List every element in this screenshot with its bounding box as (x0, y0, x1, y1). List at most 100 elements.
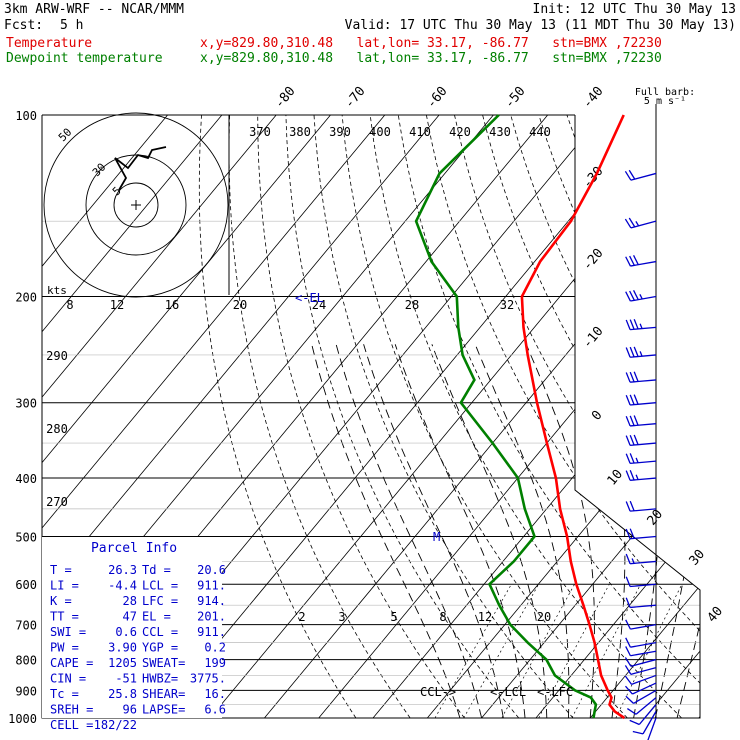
temperature-legend-info: x,y=829.80,310.48 lat,lon= 33.17, -86.77… (200, 36, 662, 51)
pressure-tick-label: 600 (15, 578, 37, 592)
wind-barb-flag (629, 319, 635, 330)
wind-barb-shaft (630, 442, 657, 446)
dry-adiabat (510, 115, 700, 718)
wind-barb (647, 717, 657, 740)
wind-barb-flag (633, 255, 639, 265)
parcel-row-label: T = (50, 563, 72, 577)
isotherm-tick-label: 0 (589, 408, 606, 424)
wind-barb-shaft (630, 650, 657, 657)
wind-barb-flag (625, 347, 631, 358)
wind-barb-shaft (630, 666, 657, 675)
wind-barb-shaft (630, 535, 657, 540)
wind-barb-shaft (630, 604, 657, 609)
isotherm (481, 115, 700, 718)
dry-adiabat (426, 115, 700, 718)
hodograph-ring (43, 112, 229, 298)
wind-barb-half-flag (635, 474, 639, 480)
isotherm-tick-label: -80 (272, 84, 299, 112)
parcel-row-label: LCL = (142, 579, 178, 593)
isotherm (589, 115, 700, 718)
hodograph-ring-label: 30 (90, 161, 109, 180)
pressure-tick-label: 400 (15, 472, 37, 486)
isotherm (318, 115, 700, 718)
moist-adiabat (311, 344, 461, 718)
wind-barb (625, 470, 657, 481)
wind-barb-flag (629, 500, 635, 512)
parcel-row-label: TT = (50, 610, 79, 624)
wind-barb-flag (633, 346, 639, 357)
isotherm (426, 115, 700, 718)
wind-barb (625, 637, 657, 648)
isotherm-tick-label: -60 (424, 84, 451, 112)
isotherm (42, 115, 223, 718)
wind-barb-flag (625, 619, 631, 630)
wind-barb-half-flag (639, 351, 643, 357)
wind-barb-flag (633, 290, 639, 300)
parcel-row-value: 199 (204, 656, 226, 670)
dry-adiabat (285, 115, 520, 718)
pressure-tick-label: 200 (15, 291, 37, 305)
wind-barb-flag (632, 730, 644, 735)
moist-adiabat (431, 344, 548, 718)
parcel-row-label: YGP = (142, 641, 178, 655)
isotherm-tick-label: 40 (705, 604, 727, 626)
wind-barb-shaft (632, 682, 657, 695)
moist-adiabat (584, 344, 626, 718)
wind-barb-flag (625, 415, 631, 427)
wind-barb (625, 415, 657, 427)
wind-barb-flag (629, 371, 635, 383)
wind-barb (625, 346, 657, 358)
wind-barb (625, 597, 657, 609)
el-marker: <-EL (295, 291, 324, 305)
forecast-value: 5 h (60, 18, 84, 33)
dry-adiabat (594, 115, 700, 718)
init-time: Init: 12 UTC Thu 30 May 13 (532, 2, 737, 17)
parcel-row-value: 911. (197, 579, 226, 593)
wind-barb (632, 711, 657, 735)
isotherm-tick-label: 30 (687, 547, 709, 569)
wind-barb (629, 704, 657, 726)
wind-barb-flag (629, 435, 635, 446)
wind-barb-flag (625, 501, 631, 512)
parcel-row-value: -4.4 (108, 579, 137, 593)
wind-barb (625, 528, 657, 540)
wind-barb-half-flag (635, 221, 640, 227)
wind-barb-shaft (638, 704, 657, 725)
isotherm (42, 115, 386, 718)
pressure-tick-label: 500 (15, 530, 37, 544)
parcel-row-value: 0.6 (115, 625, 137, 639)
wind-barb (624, 169, 657, 181)
parcel-row-label: CCL = (142, 625, 178, 639)
parcel-row-value: 20.6 (197, 563, 226, 577)
wind-barb-flag (625, 470, 631, 481)
wind-barb-flag (625, 256, 631, 267)
wind-barb-flag (625, 597, 631, 608)
wind-barb-flag (625, 685, 633, 695)
isotherm (644, 115, 700, 718)
wind-barb-flag (625, 695, 634, 704)
wind-barb-flag (629, 453, 635, 464)
wind-barb-flag (629, 470, 635, 481)
parcel-row-label: LFC = (142, 594, 178, 608)
theta-tick-label: 400 (369, 125, 391, 139)
wind-barb-shaft (642, 711, 657, 735)
wind-barb-half-flag (639, 323, 643, 329)
valid-time: Valid: 17 UTC Thu 30 May 13 (11 MDT Thu … (344, 18, 736, 33)
parcel-row-value: 47 (123, 610, 137, 624)
mixing-ratio-line (434, 584, 512, 718)
parcel-panel-title: Parcel Info (91, 541, 177, 556)
hodograph-speed-tick: 24 (312, 298, 326, 312)
parcel-row-label: LI = (50, 579, 79, 593)
dry-adiabat (397, 115, 700, 718)
parcel-row-value: 1205 (108, 656, 137, 670)
moist-adiabat (633, 344, 663, 718)
isotherm (155, 115, 657, 718)
mixing-ratio-line (615, 584, 683, 718)
hodograph-ring (85, 154, 187, 256)
isotherm (698, 115, 700, 718)
dry-adiabat (678, 115, 700, 718)
dry-adiabat (736, 115, 740, 718)
parcel-row-value: 914. (197, 594, 226, 608)
theta-tick-label: 410 (409, 125, 431, 139)
wind-barb-shaft (630, 642, 657, 648)
